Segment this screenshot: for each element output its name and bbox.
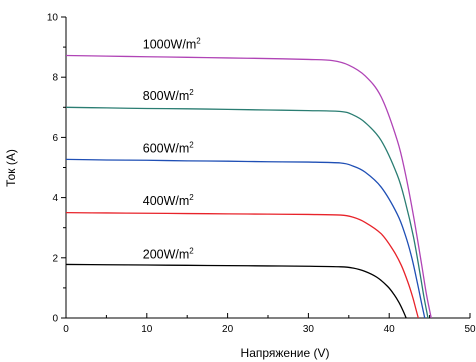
series-line [65, 54, 432, 319]
series-line [65, 106, 429, 319]
y-tick-label: 6 [52, 133, 58, 144]
series-line [65, 263, 407, 319]
series-label: 600W/m2 [143, 140, 195, 155]
curves [65, 54, 432, 319]
x-tick-label: 40 [384, 324, 396, 335]
x-tick-label: 20 [222, 324, 234, 335]
series-line [65, 158, 426, 319]
series-label: 800W/m2 [143, 88, 195, 103]
series-label: 400W/m2 [143, 193, 195, 208]
series-line [65, 212, 419, 319]
y-tick-label: 8 [52, 73, 58, 84]
axes: 0 10 20 30 40 50 0 2 4 6 8 10 [47, 13, 476, 336]
series-label: 200W/m2 [143, 246, 195, 261]
y-tick-label: 2 [52, 253, 58, 264]
x-tick-label: 50 [464, 324, 476, 335]
series-label: 1000W/m2 [143, 37, 202, 52]
x-tick-label: 0 [63, 324, 69, 335]
curve-labels: 1000W/m2 800W/m2 600W/m2 400W/m2 200W/m2 [143, 37, 202, 262]
x-tick-label: 10 [141, 324, 153, 335]
y-axis-title: Ток (A) [4, 149, 18, 187]
y-tick-label: 0 [52, 314, 58, 325]
x-axis-title: Напряжение (V) [241, 346, 330, 360]
y-tick-label: 4 [52, 193, 58, 204]
x-tick-label: 30 [303, 324, 315, 335]
y-tick-label: 10 [47, 13, 59, 24]
